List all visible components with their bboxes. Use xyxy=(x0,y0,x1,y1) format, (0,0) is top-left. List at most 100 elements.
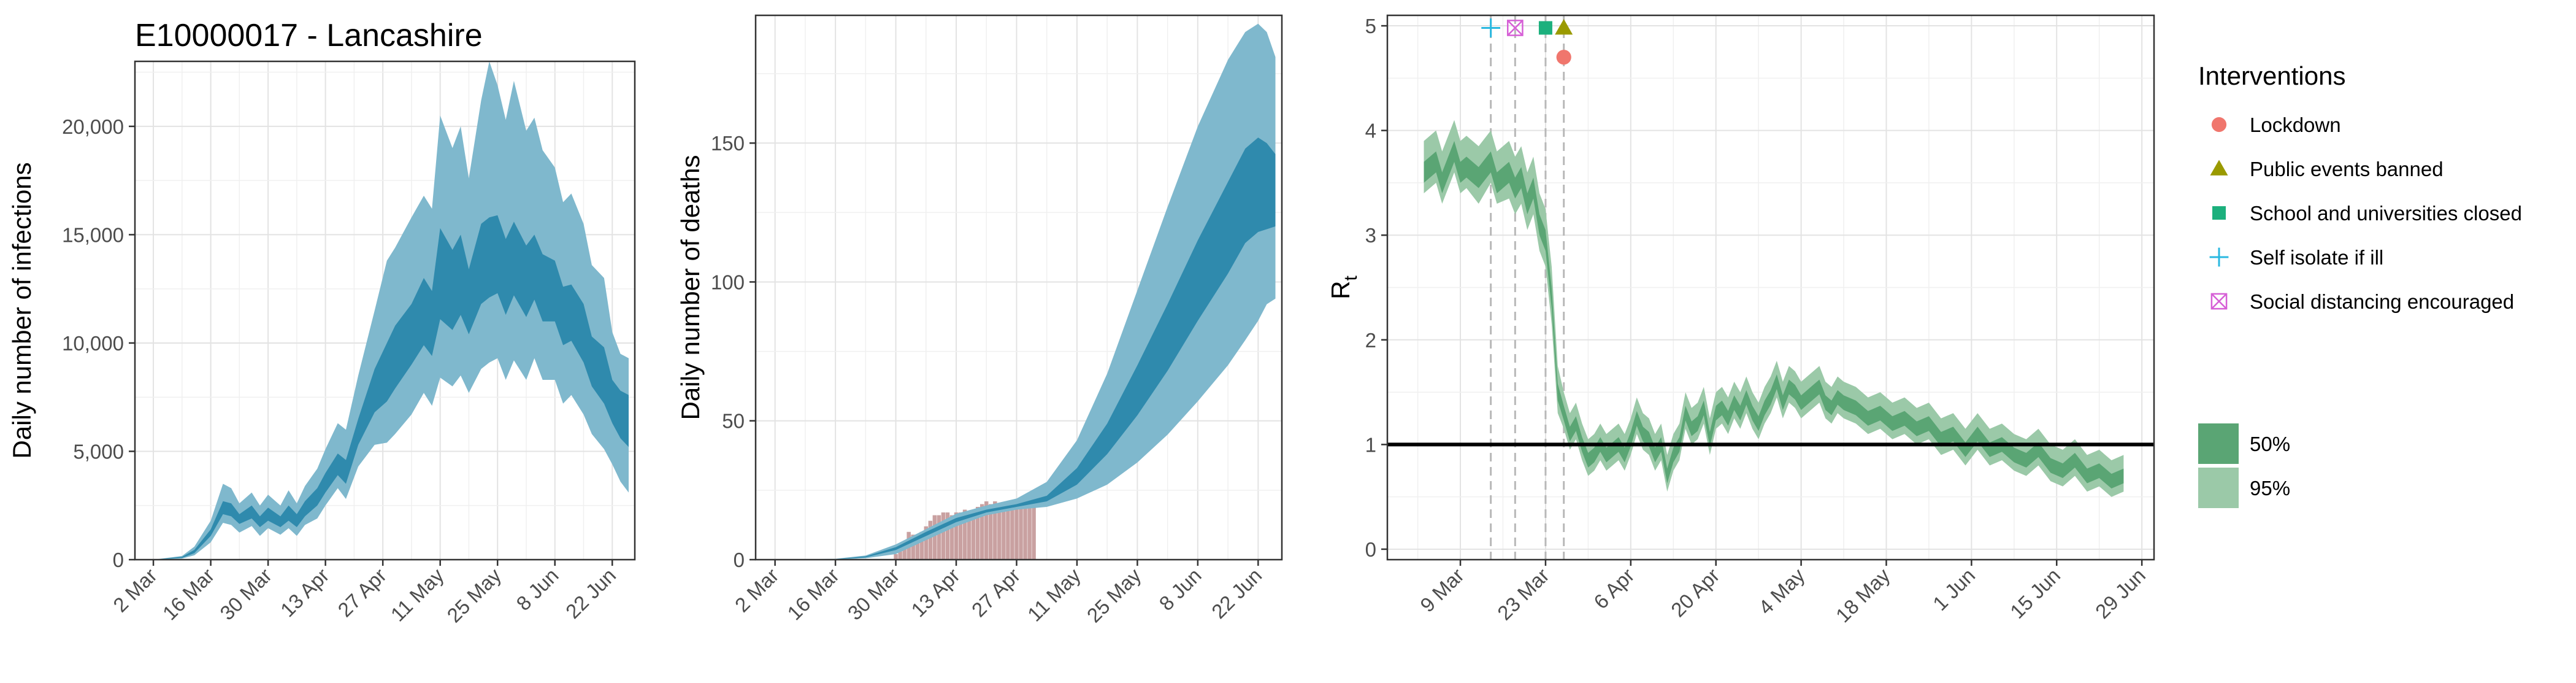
y-tick-label: 150 xyxy=(711,132,745,155)
death-bar xyxy=(997,504,1002,560)
x-tick-label: 1 Jun xyxy=(1928,564,1979,615)
band-50 xyxy=(775,137,1276,560)
chart-title: E10000017 - Lancashire xyxy=(135,18,483,53)
death-bar xyxy=(1010,507,1014,560)
x-tick-label: 16 Mar xyxy=(783,564,843,625)
y-tick-label: 2 xyxy=(1365,329,1376,352)
x-tick-label: 2 Mar xyxy=(730,564,783,617)
death-bar xyxy=(1023,504,1027,560)
plot-border xyxy=(754,14,1283,561)
death-bar xyxy=(919,531,924,560)
death-bar xyxy=(993,501,997,560)
x-tick-label: 25 May xyxy=(442,563,505,627)
death-bar xyxy=(915,537,919,560)
death-bar xyxy=(958,512,963,560)
y-tick-label: 0 xyxy=(734,549,745,571)
intervention-marker xyxy=(1481,18,1501,37)
rt-band-95 xyxy=(1424,120,2124,497)
band-50 xyxy=(153,215,629,560)
death-bar xyxy=(1027,507,1032,560)
legend-band-swatch xyxy=(2198,468,2239,508)
legend-item-label: School and universities closed xyxy=(2250,202,2522,225)
x-tick-label: 8 Jun xyxy=(512,564,562,615)
x-tick-label: 22 Jun xyxy=(561,564,620,623)
x-tick-label: 29 Jun xyxy=(2091,564,2150,623)
y-tick-label: 10,000 xyxy=(62,332,124,355)
death-bar xyxy=(962,509,967,560)
x-tick-label: 13 Apr xyxy=(907,564,964,622)
x-tick-label: 11 May xyxy=(1023,563,1085,625)
x-tick-label: 6 Apr xyxy=(1589,564,1639,614)
x-tick-label: 27 Apr xyxy=(967,564,1025,622)
x-tick-label: 2 Mar xyxy=(109,564,161,617)
y-axis-title: Daily number of deaths xyxy=(676,155,705,420)
legend-key-marker xyxy=(2209,247,2229,267)
rt-panel: 0 1 2 3 4 5 9 Mar 23 Mar 6 Apr 20 Apr 4 May 18 May 1… xyxy=(1326,14,2155,627)
intervention-marker xyxy=(1538,21,1552,35)
band-95 xyxy=(775,23,1276,560)
legend-key-marker xyxy=(2210,160,2228,176)
intervention-marker-box xyxy=(1506,20,1524,36)
deaths-panel: 0 50 100 150 2 Mar 16 Mar 30 Mar 13 Apr 27 Apr11… xyxy=(676,14,1283,627)
x-tick-label: 30 Mar xyxy=(215,564,276,625)
death-bar xyxy=(941,512,946,560)
x-tick-label: 15 Jun xyxy=(2006,564,2064,623)
y-tick-label: 4 xyxy=(1365,120,1376,142)
interventions-legend: Interventions Lockdown Public events banne… xyxy=(2198,61,2522,508)
death-bar xyxy=(984,501,989,560)
legend-key-marker xyxy=(2211,117,2227,133)
legend-item-label: Social distancing encouraged xyxy=(2250,290,2514,313)
x-tick-label: 13 Apr xyxy=(276,564,334,622)
legend-key-marker xyxy=(2210,293,2228,310)
plot-border xyxy=(134,60,636,561)
death-bar xyxy=(894,554,898,560)
x-tick-label: 16 Mar xyxy=(158,564,219,625)
y-tick-label: 3 xyxy=(1365,224,1376,247)
death-bar xyxy=(1032,507,1036,560)
death-bar xyxy=(967,512,972,560)
y-tick-label: 0 xyxy=(113,549,124,571)
death-bar xyxy=(911,534,915,560)
legend-key-marker-d2 xyxy=(2211,293,2227,309)
death-bar xyxy=(989,504,993,560)
legend-title: Interventions xyxy=(2198,61,2345,90)
y-tick-label: 5,000 xyxy=(73,440,124,463)
x-tick-label: 22 Jun xyxy=(1207,564,1266,623)
legend-item-label: Lockdown xyxy=(2250,114,2341,136)
legend-band-label: 50% xyxy=(2250,433,2290,455)
y-tick-label: 5 xyxy=(1365,15,1376,37)
death-bar xyxy=(979,504,984,560)
x-tick-label: 8 Jun xyxy=(1155,564,1206,615)
death-bar xyxy=(937,515,941,560)
death-bar xyxy=(932,515,937,560)
death-bar xyxy=(1014,504,1019,560)
death-bar xyxy=(949,515,954,560)
y-axis-title-main: R xyxy=(1326,281,1355,299)
death-bar xyxy=(1006,504,1010,560)
legend-key-marker xyxy=(2212,206,2226,220)
y-axis-title: Daily number of infections xyxy=(7,162,36,458)
x-tick-label: 25 May xyxy=(1083,563,1146,627)
x-tick-label: 11 May xyxy=(386,563,448,625)
x-tick-label: 27 Apr xyxy=(333,564,391,622)
death-bar xyxy=(975,507,980,560)
y-tick-label: 50 xyxy=(722,410,745,433)
death-bar xyxy=(902,546,907,560)
legend-item-label: Public events banned xyxy=(2250,158,2444,180)
x-tick-label: 20 Apr xyxy=(1666,564,1724,622)
death-bar xyxy=(928,520,933,560)
death-bar xyxy=(971,509,976,560)
legend-key-marker-box xyxy=(2210,293,2228,310)
rt-band-50 xyxy=(1424,141,2124,488)
death-bar xyxy=(1019,507,1023,560)
intervention-marker xyxy=(1555,18,1573,35)
death-bar xyxy=(1002,504,1006,560)
y-tick-label: 20,000 xyxy=(62,115,124,138)
legend-item-label: Self isolate if ill xyxy=(2250,246,2383,269)
legend-band-label: 95% xyxy=(2250,477,2290,500)
death-bar xyxy=(945,512,950,560)
x-tick-label: 23 Mar xyxy=(1493,564,1554,625)
y-tick-label: 0 xyxy=(1365,538,1376,561)
